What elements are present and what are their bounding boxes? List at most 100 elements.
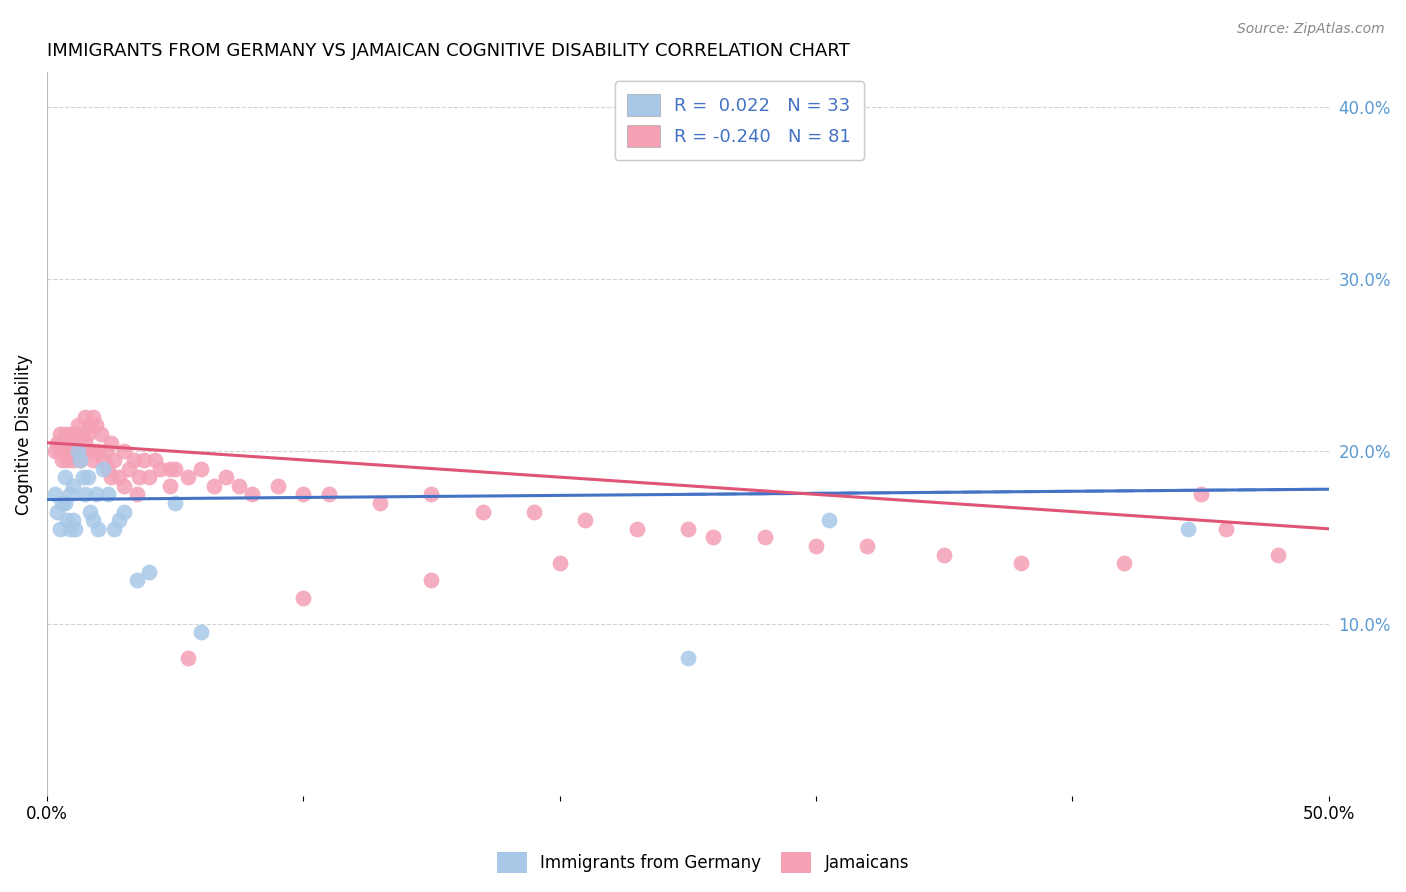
- Point: [177, 651, 200, 665]
- Point: [292, 591, 315, 605]
- Point: [69, 453, 91, 467]
- Point: [59, 427, 82, 442]
- Point: [82, 444, 104, 458]
- Point: [66, 435, 89, 450]
- Point: [66, 418, 89, 433]
- Y-axis label: Cognitive Disability: Cognitive Disability: [15, 353, 32, 515]
- Point: [66, 444, 89, 458]
- Point: [523, 505, 546, 519]
- Point: [62, 513, 84, 527]
- Text: IMMIGRANTS FROM GERMANY VS JAMAICAN COGNITIVE DISABILITY CORRELATION CHART: IMMIGRANTS FROM GERMANY VS JAMAICAN COGN…: [46, 42, 849, 60]
- Point: [128, 470, 150, 484]
- Point: [82, 513, 104, 527]
- Point: [46, 435, 69, 450]
- Point: [77, 444, 100, 458]
- Point: [56, 513, 79, 527]
- Point: [159, 479, 181, 493]
- Point: [75, 435, 97, 450]
- Point: [62, 479, 84, 493]
- Point: [79, 505, 101, 519]
- Point: [626, 522, 648, 536]
- Point: [202, 479, 225, 493]
- Point: [53, 496, 76, 510]
- Point: [51, 435, 73, 450]
- Point: [77, 427, 100, 442]
- Point: [103, 453, 125, 467]
- Point: [122, 453, 145, 467]
- Point: [1189, 487, 1212, 501]
- Point: [159, 461, 181, 475]
- Point: [134, 453, 156, 467]
- Point: [62, 435, 84, 450]
- Point: [149, 461, 172, 475]
- Point: [77, 470, 100, 484]
- Point: [190, 625, 212, 640]
- Point: [215, 470, 238, 484]
- Point: [53, 470, 76, 484]
- Point: [228, 479, 250, 493]
- Point: [51, 453, 73, 467]
- Point: [75, 409, 97, 424]
- Point: [112, 479, 135, 493]
- Point: [165, 461, 187, 475]
- Point: [87, 522, 110, 536]
- Point: [75, 487, 97, 501]
- Point: [165, 496, 187, 510]
- Point: [79, 418, 101, 433]
- Point: [100, 435, 122, 450]
- Point: [84, 418, 107, 433]
- Point: [112, 444, 135, 458]
- Point: [63, 427, 86, 442]
- Point: [420, 487, 443, 501]
- Point: [804, 539, 827, 553]
- Point: [292, 487, 315, 501]
- Point: [90, 427, 112, 442]
- Point: [94, 444, 117, 458]
- Point: [97, 487, 120, 501]
- Point: [856, 539, 879, 553]
- Point: [107, 470, 129, 484]
- Point: [48, 444, 70, 458]
- Point: [676, 522, 699, 536]
- Point: [103, 522, 125, 536]
- Point: [107, 513, 129, 527]
- Point: [125, 574, 148, 588]
- Point: [91, 461, 114, 475]
- Point: [118, 461, 141, 475]
- Point: [63, 522, 86, 536]
- Point: [1177, 522, 1199, 536]
- Point: [934, 548, 956, 562]
- Point: [574, 513, 596, 527]
- Point: [125, 487, 148, 501]
- Point: [1215, 522, 1237, 536]
- Point: [266, 479, 288, 493]
- Point: [1267, 548, 1289, 562]
- Point: [53, 427, 76, 442]
- Point: [82, 409, 104, 424]
- Point: [48, 427, 70, 442]
- Point: [112, 505, 135, 519]
- Point: [87, 444, 110, 458]
- Point: [56, 453, 79, 467]
- Point: [72, 470, 94, 484]
- Point: [818, 513, 841, 527]
- Point: [53, 444, 76, 458]
- Point: [82, 453, 104, 467]
- Point: [46, 505, 69, 519]
- Legend: R =  0.022   N = 33, R = -0.240   N = 81: R = 0.022 N = 33, R = -0.240 N = 81: [614, 81, 863, 160]
- Point: [56, 435, 79, 450]
- Point: [84, 487, 107, 501]
- Point: [420, 574, 443, 588]
- Point: [59, 487, 82, 501]
- Point: [44, 487, 66, 501]
- Legend: Immigrants from Germany, Jamaicans: Immigrants from Germany, Jamaicans: [491, 846, 915, 880]
- Point: [754, 530, 776, 544]
- Point: [368, 496, 391, 510]
- Point: [318, 487, 340, 501]
- Point: [1010, 556, 1032, 570]
- Point: [471, 505, 494, 519]
- Point: [91, 453, 114, 467]
- Point: [97, 461, 120, 475]
- Point: [143, 453, 166, 467]
- Point: [48, 522, 70, 536]
